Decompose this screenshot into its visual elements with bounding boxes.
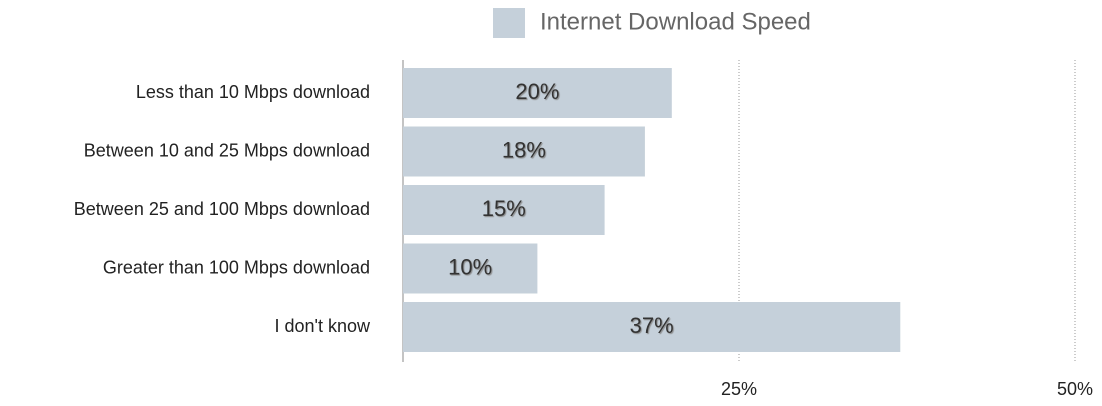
bar (403, 68, 672, 118)
legend-swatch (493, 8, 525, 38)
x-tick-label: 50% (1057, 379, 1093, 399)
y-tick-label: Less than 10 Mbps download (136, 82, 370, 102)
bar (403, 185, 605, 235)
value-label: 10% (448, 254, 492, 279)
bar (403, 243, 538, 294)
value-label: 15% (482, 196, 526, 221)
x-tick-label: 25% (721, 379, 757, 399)
value-label: 18% (502, 137, 546, 162)
y-tick-label: Greater than 100 Mbps download (103, 257, 370, 277)
y-tick-label: Between 10 and 25 Mbps download (84, 140, 370, 160)
legend-label: Internet Download Speed (540, 8, 811, 35)
value-label: 37% (630, 313, 674, 338)
value-label: 20% (515, 79, 559, 104)
bar (403, 126, 645, 177)
y-tick-label: I don't know (275, 316, 371, 336)
bar (403, 302, 901, 352)
y-tick-label: Between 25 and 100 Mbps download (74, 199, 370, 219)
